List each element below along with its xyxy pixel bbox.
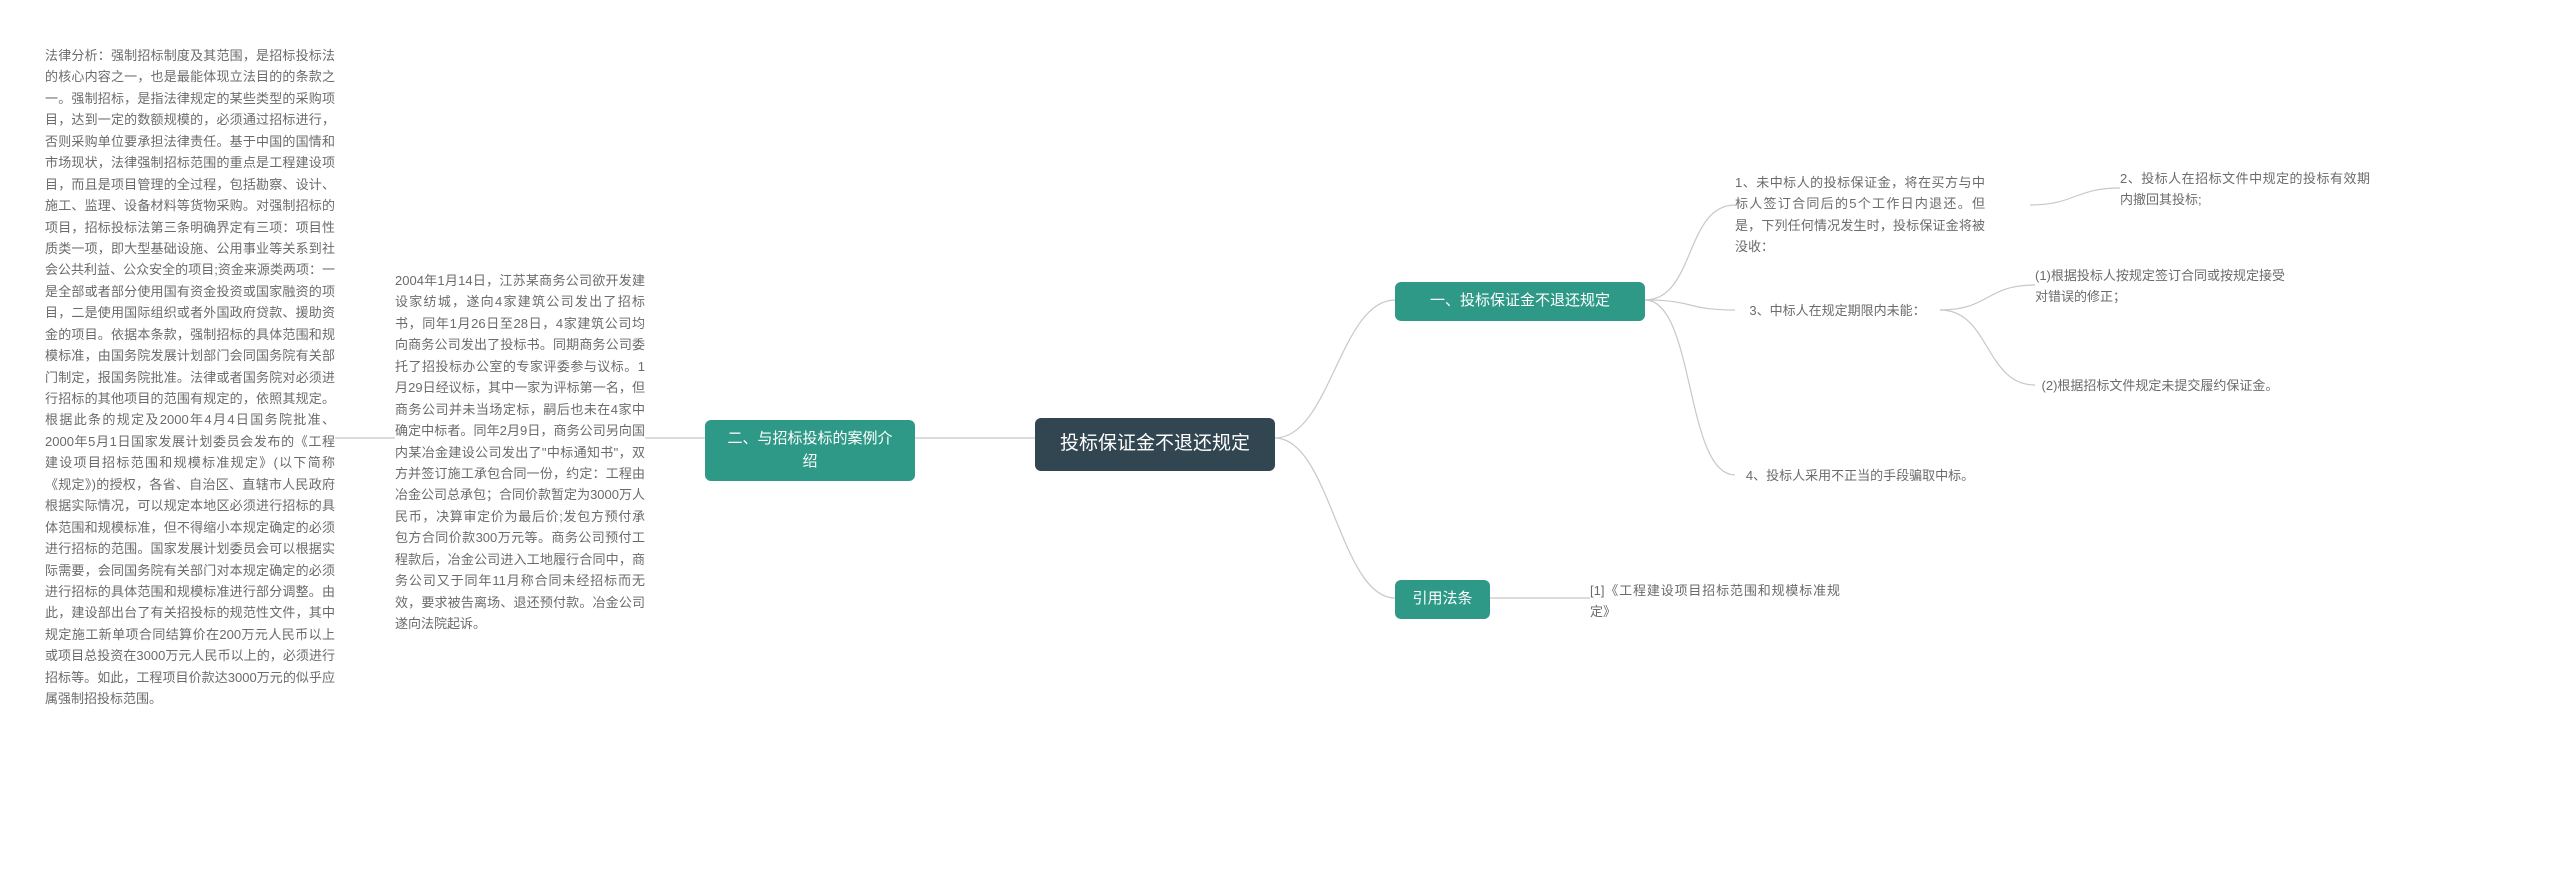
- leaf-case-text: 2004年1月14日，江苏某商务公司欲开发建设家纺城，遂向4家建筑公司发出了招标…: [395, 270, 645, 634]
- leaf-citation-1: [1]《工程建设项目招标范围和规模标准规定》: [1590, 580, 1840, 623]
- branch-section1[interactable]: 一、投标保证金不退还规定: [1395, 282, 1645, 321]
- branch-section2[interactable]: 二、与招标投标的案例介绍: [705, 420, 915, 481]
- leaf-s1-item4: 4、投标人采用不正当的手段骗取中标。: [1735, 465, 1985, 486]
- leaf-law-text: 法律分析：强制招标制度及其范围，是招标投标法的核心内容之一，也是最能体现立法目的…: [45, 45, 335, 710]
- leaf-s1-item3-sub1: (1)根据投标人按规定签订合同或按规定接受对错误的修正；: [2035, 265, 2285, 308]
- leaf-s1-item3-sub2: (2)根据招标文件规定未提交履约保证金。: [2035, 375, 2285, 396]
- leaf-s1-item1: 1、未中标人的投标保证金，将在买方与中标人签订合同后的5个工作日内退还。但是，下…: [1735, 172, 1985, 258]
- mindmap-canvas: 投标保证金不退还规定 二、与招标投标的案例介绍 2004年1月14日，江苏某商务…: [0, 0, 2560, 875]
- branch-citations[interactable]: 引用法条: [1395, 580, 1490, 619]
- connectors: [0, 0, 2560, 875]
- root-node[interactable]: 投标保证金不退还规定: [1035, 418, 1275, 471]
- leaf-s1-item1-sub: 2、投标人在招标文件中规定的投标有效期内撤回其投标;: [2120, 168, 2370, 211]
- leaf-s1-item3: 3、中标人在规定期限内未能：: [1735, 300, 1940, 321]
